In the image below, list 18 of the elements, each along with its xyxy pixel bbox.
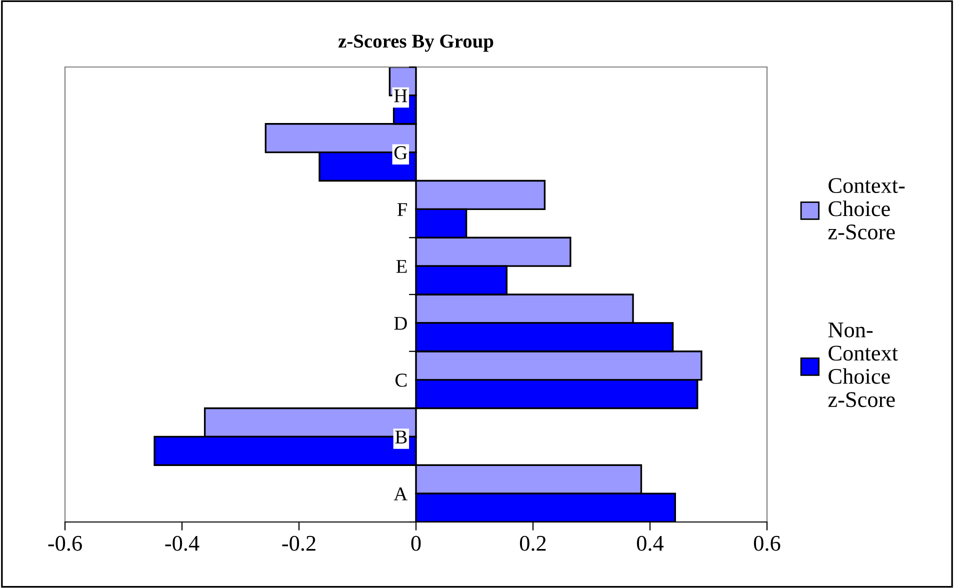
y-tick-label: A	[394, 487, 408, 500]
x-tick-label: -0.6	[48, 536, 82, 551]
y-tick-label: G	[394, 146, 408, 160]
legend-label: Context-Choice z-Score	[828, 178, 905, 240]
y-tick-label: E	[396, 260, 407, 273]
y-tick-label: B	[395, 430, 407, 444]
x-tick-label: 0.2	[520, 536, 546, 551]
chart-title: z-Scores By Group	[338, 34, 494, 52]
x-tick-label: -0.4	[165, 536, 200, 551]
x-tick-label: 0.4	[636, 536, 664, 551]
y-tick-label: F	[397, 203, 407, 216]
x-tick-label: 0	[411, 536, 421, 551]
y-tick-label: D	[394, 316, 407, 330]
y-tick-label: C	[395, 374, 407, 387]
x-tick-label: -0.2	[282, 536, 316, 551]
legend-label: Non-Context Choice z-Score	[828, 322, 898, 408]
x-tick-label: 0.6	[754, 536, 780, 551]
y-tick-label: H	[394, 89, 408, 102]
